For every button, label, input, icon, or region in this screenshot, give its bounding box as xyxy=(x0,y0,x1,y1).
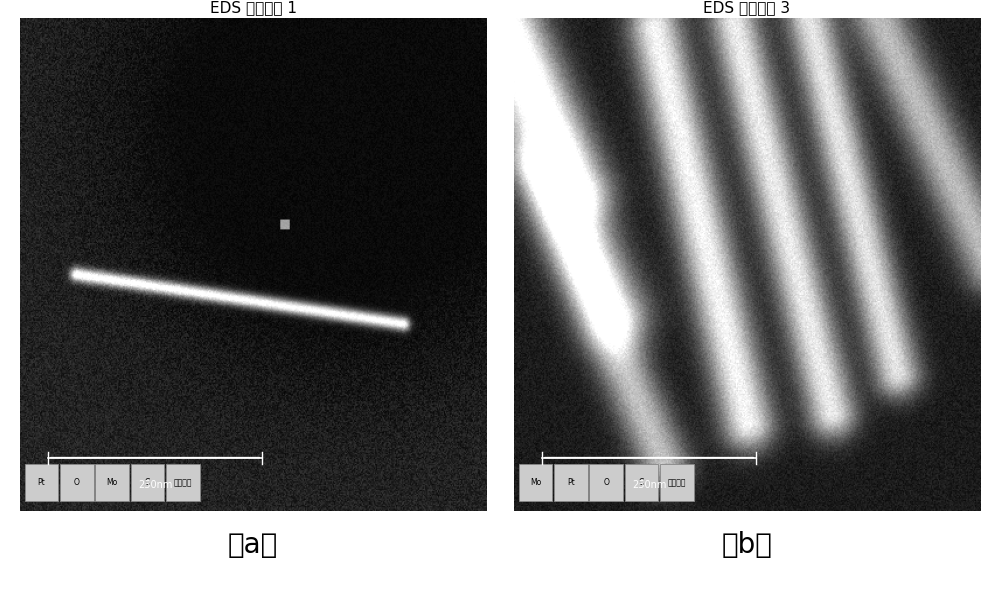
FancyBboxPatch shape xyxy=(166,464,200,501)
Text: O: O xyxy=(603,478,609,487)
Title: EDS 分层图像 1: EDS 分层图像 1 xyxy=(210,0,297,15)
FancyBboxPatch shape xyxy=(60,464,94,501)
FancyBboxPatch shape xyxy=(589,464,623,501)
Text: C: C xyxy=(145,478,150,487)
FancyBboxPatch shape xyxy=(554,464,588,501)
Text: 电子图像: 电子图像 xyxy=(174,478,192,487)
Text: （b）: （b） xyxy=(722,530,772,559)
Text: O: O xyxy=(74,478,80,487)
Text: （a）: （a） xyxy=(228,530,278,559)
Text: 250nm: 250nm xyxy=(138,480,172,490)
Text: 250nm: 250nm xyxy=(632,480,666,490)
FancyBboxPatch shape xyxy=(131,464,164,501)
FancyBboxPatch shape xyxy=(25,464,58,501)
FancyBboxPatch shape xyxy=(95,464,129,501)
Text: 电子图像: 电子图像 xyxy=(668,478,686,487)
Title: EDS 分层图像 3: EDS 分层图像 3 xyxy=(703,0,791,15)
Text: Pt: Pt xyxy=(567,478,575,487)
FancyBboxPatch shape xyxy=(660,464,694,501)
Text: Mo: Mo xyxy=(530,478,541,487)
FancyBboxPatch shape xyxy=(519,464,552,501)
Text: C: C xyxy=(639,478,644,487)
Text: Pt: Pt xyxy=(38,478,45,487)
FancyBboxPatch shape xyxy=(625,464,658,501)
Text: Mo: Mo xyxy=(107,478,118,487)
